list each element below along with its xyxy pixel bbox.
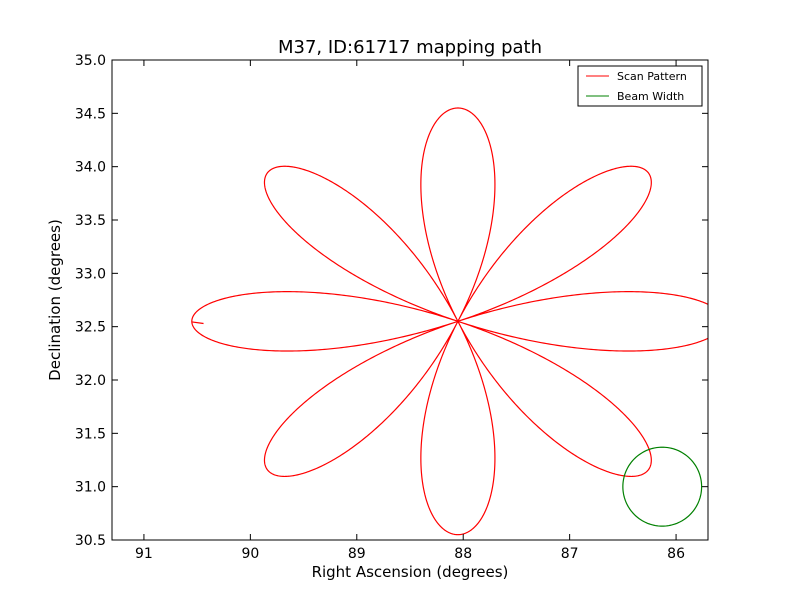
y-tick-label: 33.0 [75, 266, 106, 282]
y-axis-ticks: 30.5 31.0 31.5 32.0 32.5 33.0 33.5 34.0 34.5 35.0 [75, 53, 708, 549]
y-tick-label: 34.0 [75, 160, 106, 176]
x-tick-label: 87 [561, 546, 579, 562]
y-tick-label: 33.5 [75, 213, 106, 229]
x-axis-label: Right Ascension (degrees) [312, 563, 509, 581]
legend-label-scan-pattern: Scan Pattern [617, 70, 687, 83]
y-tick-label: 31.5 [75, 426, 106, 442]
y-tick-label: 34.5 [75, 106, 106, 122]
legend-box [577, 65, 703, 107]
y-tick-label: 30.5 [75, 533, 106, 549]
plot-frame [111, 59, 709, 541]
x-tick-label: 90 [241, 546, 259, 562]
y-tick-label: 31.0 [75, 480, 106, 496]
y-tick-label: 35.0 [75, 53, 106, 69]
y-axis-label: Declination (degrees) [46, 219, 64, 381]
y-tick-label: 32.5 [75, 320, 106, 336]
legend-label-beam-width: Beam Width [617, 90, 684, 103]
legend: Scan Pattern Beam Width [577, 65, 703, 107]
chart-title: M37, ID:61717 mapping path [278, 37, 542, 58]
x-tick-label: 91 [135, 546, 153, 562]
x-axis-ticks: 91 90 89 88 87 86 [135, 60, 685, 562]
x-tick-label: 86 [667, 546, 685, 562]
x-tick-label: 89 [348, 546, 366, 562]
series-scan-pattern [191, 107, 708, 536]
plot-lines [191, 107, 708, 536]
x-tick-label: 88 [454, 546, 472, 562]
y-tick-label: 32.0 [75, 373, 106, 389]
series-beam-width [622, 446, 703, 527]
